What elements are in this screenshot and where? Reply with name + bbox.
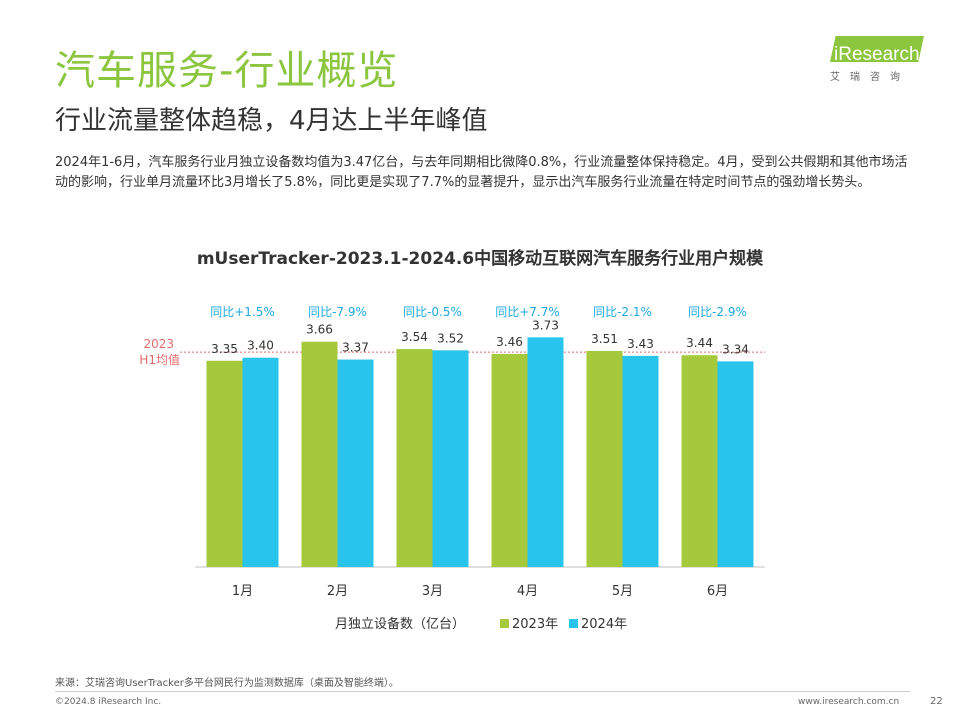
- page-number: 22: [930, 696, 943, 707]
- h1-average-label-text: H1均值: [139, 352, 180, 367]
- footer-divider: [55, 691, 910, 692]
- bar-2023-5: [586, 350, 623, 567]
- data-label-2023-2: 3.66: [306, 323, 333, 337]
- page-subtitle: 行业流量整体趋稳，4月达上半年峰值: [55, 106, 488, 136]
- h1-average-label-year: 2023: [143, 337, 174, 351]
- data-label-2023-4: 3.46: [496, 335, 523, 349]
- logo-chinese-name: 艾瑞咨询: [830, 72, 910, 83]
- x-tick-label-6: 6月: [707, 584, 728, 599]
- yoy-annotation-2: 同比-7.9%: [308, 305, 367, 319]
- copyright: ©2024.8 iResearch Inc.: [55, 697, 162, 707]
- iresearch-logo: iResearch 艾瑞咨询: [822, 30, 934, 88]
- legend-item-2024: 2024年: [569, 613, 627, 632]
- data-label-2023-3: 3.54: [401, 330, 428, 344]
- bar-2023-1: [206, 360, 243, 567]
- x-tick-label-1: 1月: [232, 584, 253, 599]
- yoy-annotation-3: 同比-0.5%: [403, 305, 462, 319]
- legend-swatch-2024: [569, 619, 578, 628]
- bar-2024-5: [622, 355, 659, 567]
- x-tick-label-2: 2月: [327, 584, 348, 599]
- legend-label-2023: 2023年: [512, 617, 559, 632]
- bar-2023-3: [396, 349, 433, 567]
- bar-2024-2: [337, 359, 374, 567]
- logo-badge: iResearch: [830, 36, 924, 62]
- bar-2024-3: [432, 350, 469, 567]
- yoy-annotation-6: 同比-2.9%: [688, 305, 747, 319]
- yoy-annotation-5: 同比-2.1%: [593, 305, 652, 319]
- summary-paragraph: 2024年1-6月，汽车服务行业月独立设备数均值为3.47亿台，与去年同期相比微…: [55, 155, 908, 190]
- x-tick-label-3: 3月: [422, 584, 443, 599]
- bar-2023-2: [301, 341, 338, 567]
- x-tick-label-5: 5月: [612, 584, 633, 599]
- data-label-2024-1: 3.40: [247, 339, 274, 353]
- yoy-annotation-4: 同比+7.7%: [495, 305, 560, 319]
- bar-2024-4: [527, 337, 564, 567]
- bar-2023-6: [681, 355, 718, 567]
- data-label-2023-5: 3.51: [591, 332, 618, 346]
- website-link[interactable]: www.iresearch.com.cn: [798, 697, 900, 707]
- bar-2023-4: [491, 354, 528, 567]
- bar-2024-6: [717, 361, 754, 567]
- axis-caption: 月独立设备数（亿台）: [335, 617, 466, 632]
- source-note: 来源：艾瑞咨询UserTracker多平台网民行为监测数据库（桌面及智能终端）。: [55, 678, 399, 689]
- data-label-2024-3: 3.52: [437, 331, 464, 345]
- legend-swatch-2023: [500, 619, 509, 628]
- data-label-2023-6: 3.44: [686, 336, 713, 350]
- bar-2024-1: [242, 357, 279, 567]
- x-tick-label-4: 4月: [517, 584, 538, 599]
- logo-wordmark: iResearch: [834, 44, 920, 65]
- data-label-2024-2: 3.37: [342, 341, 369, 355]
- data-label-2023-1: 3.35: [211, 342, 238, 356]
- data-label-2024-5: 3.43: [627, 337, 654, 351]
- data-label-2024-4: 3.73: [532, 318, 559, 332]
- data-label-2024-6: 3.34: [722, 342, 749, 356]
- chart-title: mUserTracker-2023.1-2024.6中国移动互联网汽车服务行业用…: [196, 249, 764, 269]
- yoy-annotation-1: 同比+1.5%: [210, 305, 275, 319]
- legend-item-2023: 2023年: [500, 613, 558, 632]
- legend-label-2024: 2024年: [581, 617, 628, 632]
- page-title: 汽车服务-行业概览: [55, 48, 399, 94]
